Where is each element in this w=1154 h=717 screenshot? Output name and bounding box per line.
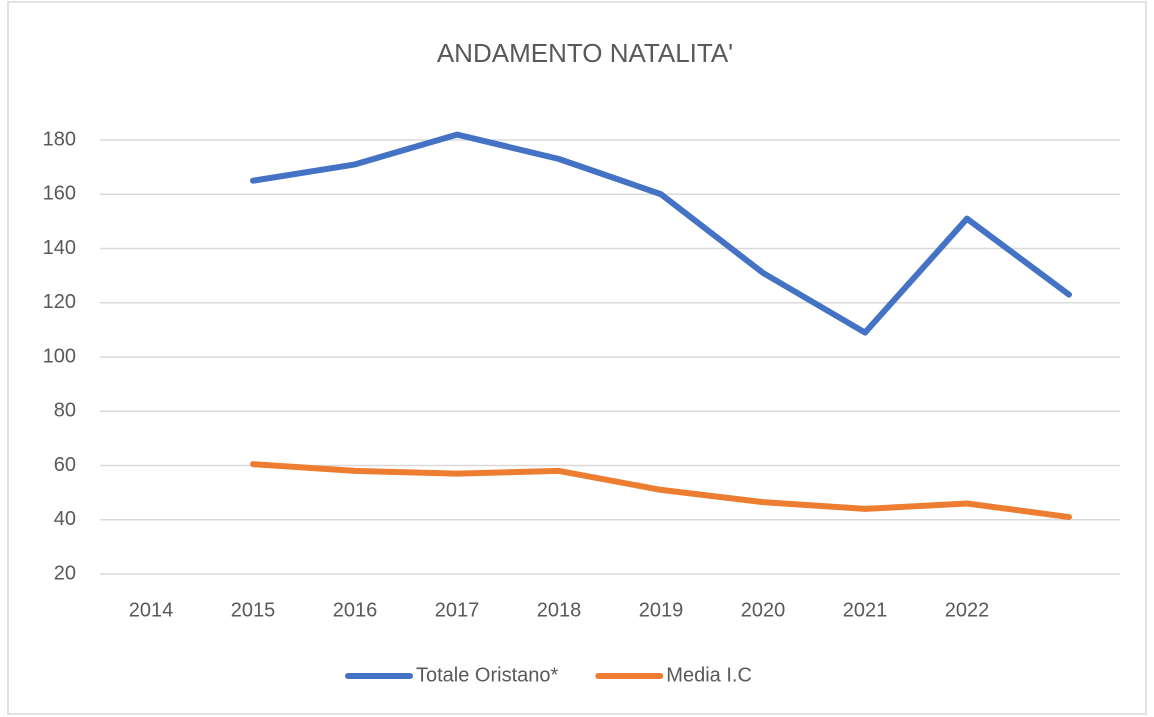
- x-tick-label: 2018: [537, 599, 582, 621]
- y-tick-label: 60: [54, 454, 76, 476]
- y-tick-label: 40: [54, 508, 76, 530]
- x-tick-label: 2022: [945, 599, 990, 621]
- y-tick-label: 160: [43, 183, 76, 205]
- chart-frame: [7, 1, 1147, 715]
- y-tick-label: 100: [43, 345, 76, 367]
- series-line: [250, 461, 1072, 521]
- y-tick-label: 120: [43, 291, 76, 313]
- x-tick-label: 2016: [333, 599, 378, 621]
- x-tick-label: 2017: [435, 599, 480, 621]
- chart-title: ANDAMENTO NATALITA': [437, 38, 733, 68]
- y-tick-label: 20: [54, 562, 76, 584]
- x-tick-label: 2019: [639, 599, 684, 621]
- y-tick-label: 80: [54, 400, 76, 422]
- y-tick-label: 140: [43, 237, 76, 259]
- x-tick-label: 2014: [129, 599, 174, 621]
- x-tick-label: 2020: [741, 599, 786, 621]
- legend-label: Totale Oristano*: [416, 664, 559, 686]
- y-tick-label: 180: [43, 128, 76, 150]
- x-tick-label: 2021: [843, 599, 888, 621]
- x-tick-label: 2015: [231, 599, 276, 621]
- legend-label: Media I.C: [666, 664, 752, 686]
- series-line: [250, 131, 1072, 336]
